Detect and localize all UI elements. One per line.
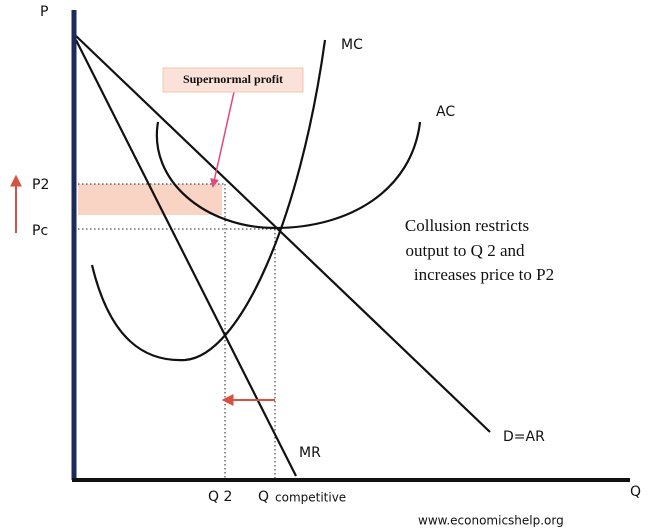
annotation-line: output to Q 2 and [406,241,525,260]
demand-curve [75,35,491,433]
mc-label: MC [341,37,363,53]
mc-curve [90,39,327,362]
ac-curve [155,121,422,230]
mr-curve [75,39,297,477]
callout-arrow [210,91,235,188]
curves [75,35,491,477]
qc-text: competitive [275,491,346,505]
x-axis-label: Q [630,484,641,500]
qc-symbol: Q [258,489,269,505]
pc-label: Pc [32,223,48,239]
ac-label: AC [436,104,455,120]
y-axis-label: P [40,4,48,20]
profit-area [78,184,222,215]
mr-label: MR [299,445,321,461]
q2-label: Q 2 [208,489,232,505]
callout-text: Supernormal profit [183,72,283,86]
annotation-line: Collusion restricts [405,216,529,235]
guides [78,183,276,478]
demand-label: D=AR [503,429,545,445]
annotation-line: increases price to P2 [414,265,554,284]
p2-label: P2 [32,177,49,193]
footer: www.economicshelp.org [418,514,564,528]
callout-box [162,67,304,93]
